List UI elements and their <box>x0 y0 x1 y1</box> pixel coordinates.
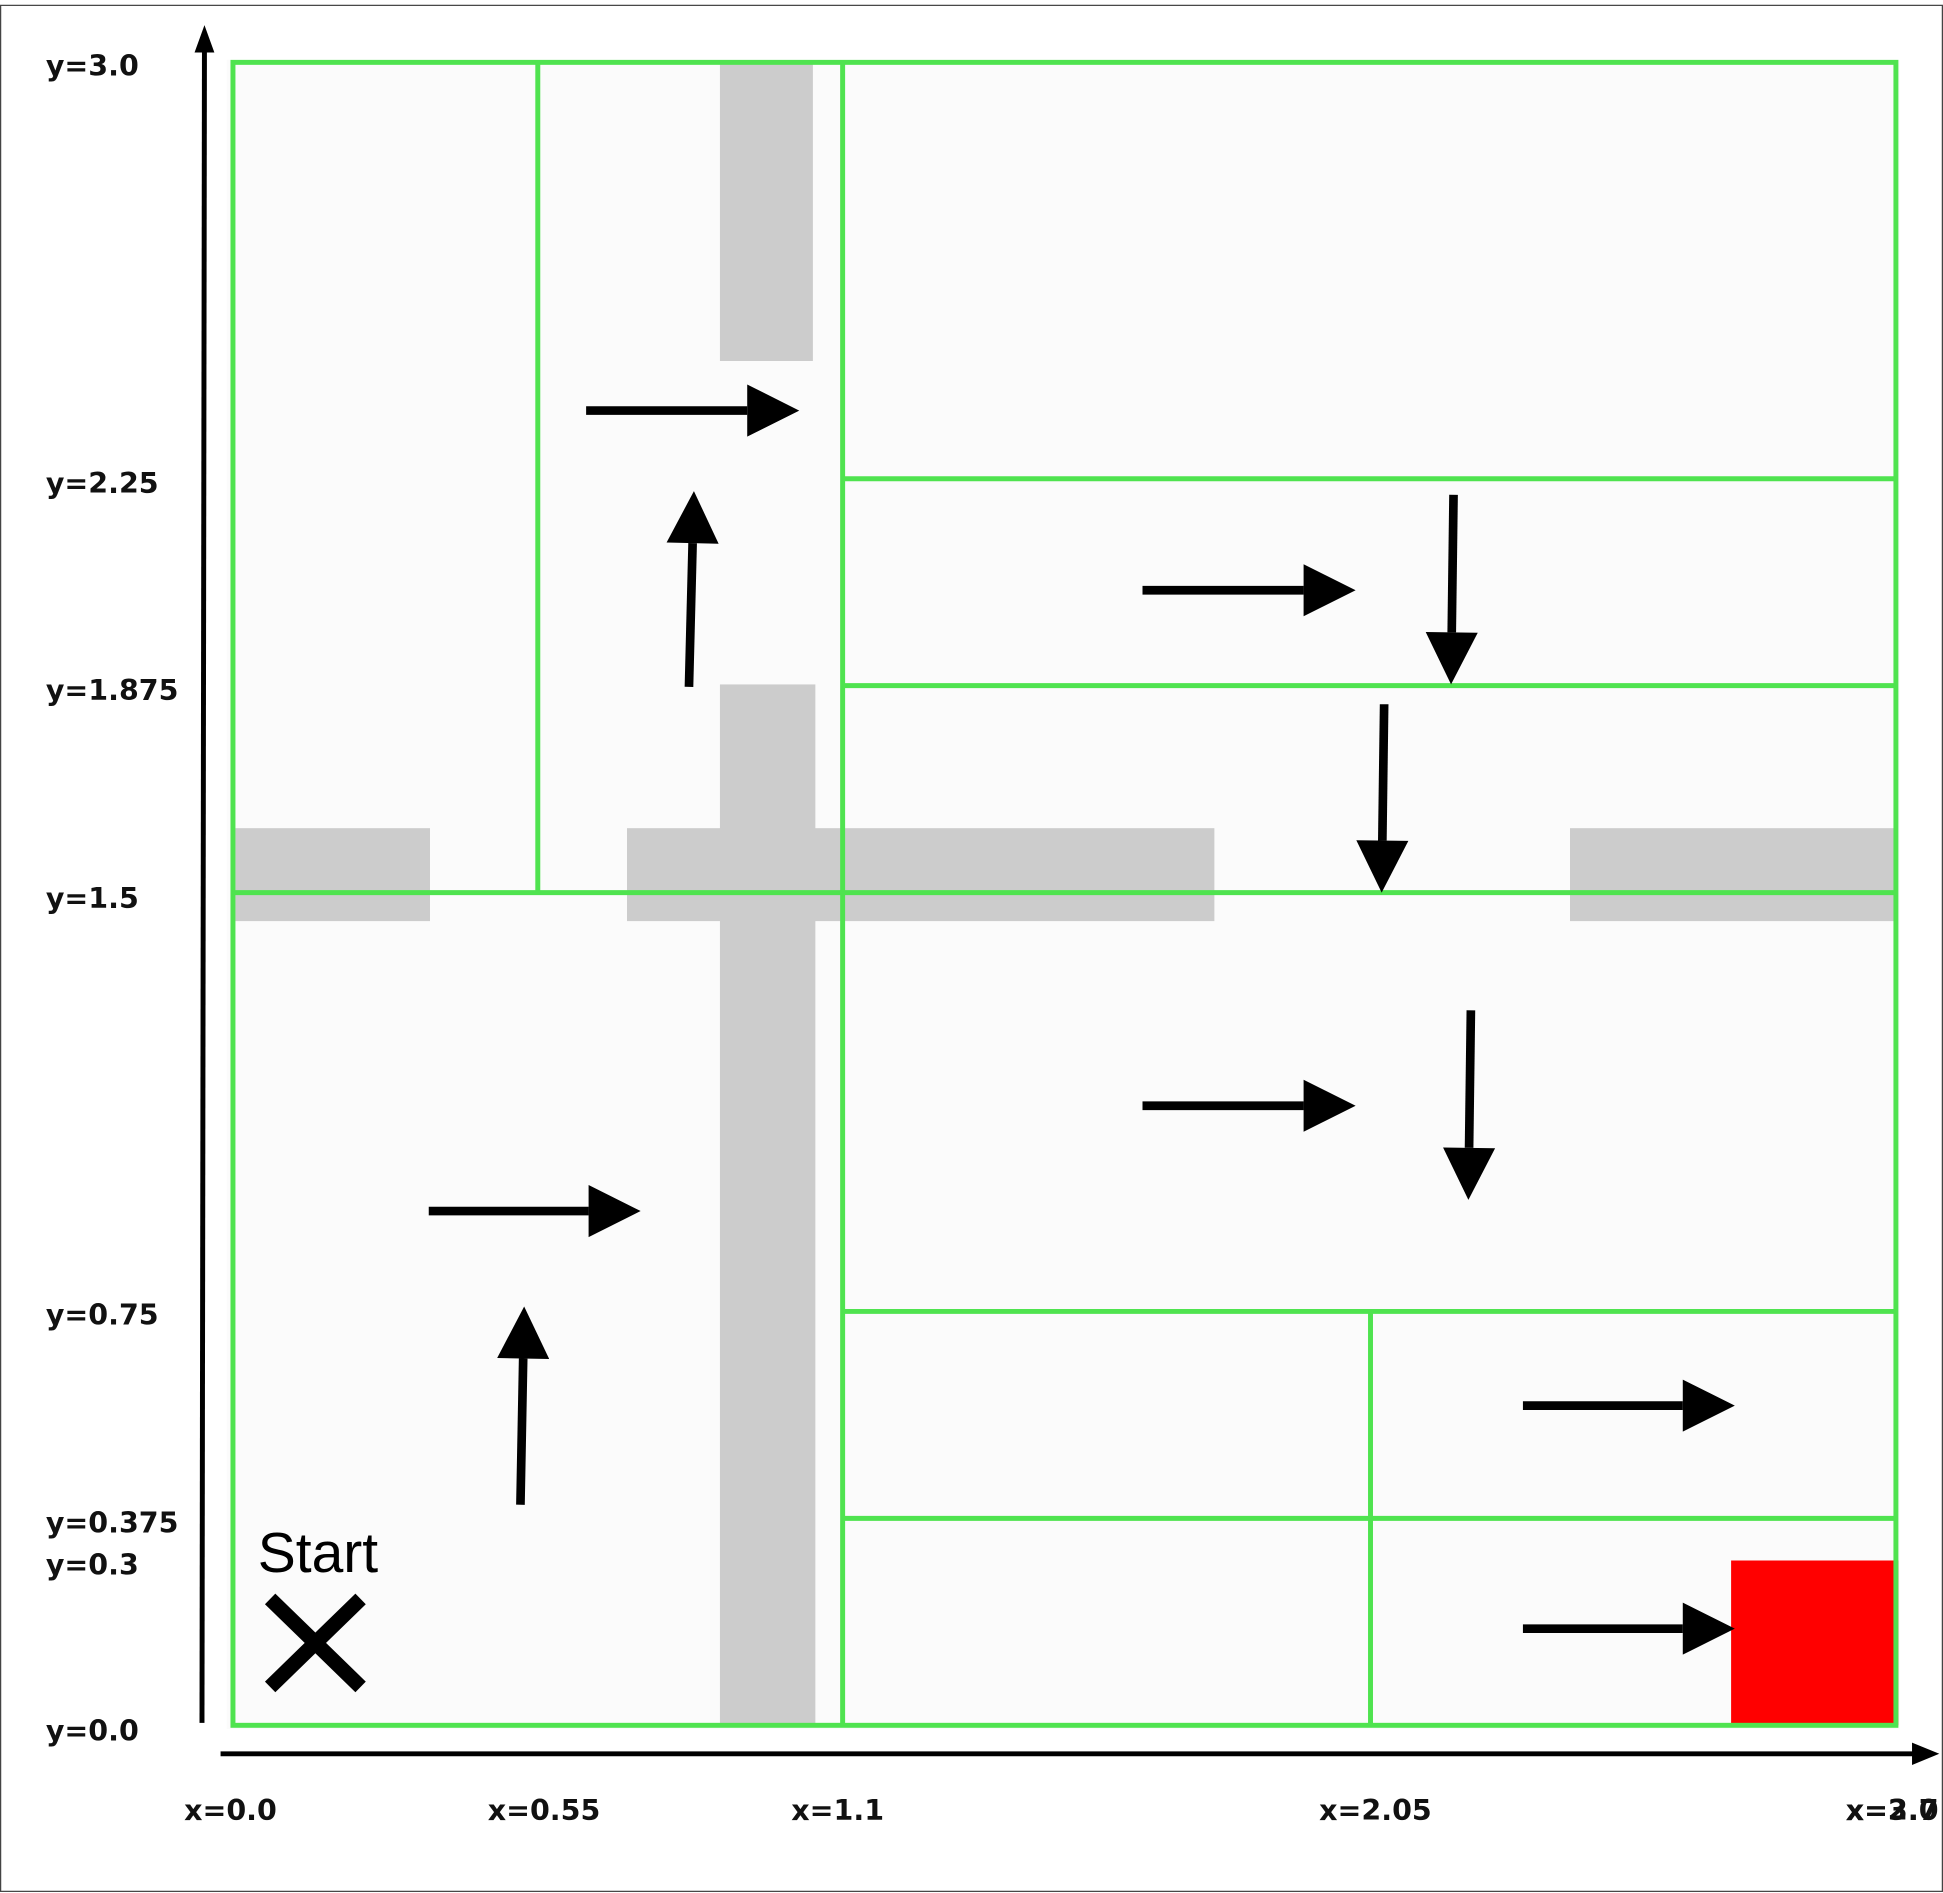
arrow-shaft <box>1447 494 1458 633</box>
y-label: y=3.0 <box>46 49 139 82</box>
start-label: Start <box>258 1521 379 1585</box>
partitions <box>230 59 1899 1728</box>
goal <box>1731 1560 1899 1726</box>
y-label: y=0.0 <box>46 1715 139 1748</box>
y-axis-head <box>194 25 215 53</box>
arrow-shaft <box>1378 704 1389 841</box>
obstacle <box>719 62 813 361</box>
y-label: y=0.75 <box>46 1298 159 1331</box>
axes <box>194 25 1940 1765</box>
y-label: y=0.375 <box>46 1507 179 1540</box>
arrow-head <box>1303 564 1356 617</box>
x-label: x=2.05 <box>1319 1794 1432 1827</box>
y-axis <box>199 37 207 1723</box>
arrow-shaft <box>516 1358 528 1505</box>
x-axis-head <box>1912 1742 1940 1765</box>
y-label: y=0.3 <box>46 1549 139 1582</box>
arrow-head <box>747 384 800 437</box>
y-label: y=1.875 <box>46 674 179 707</box>
arrow-head <box>588 1185 641 1238</box>
start-marker: Start <box>258 1521 379 1693</box>
arrow-head <box>1356 840 1409 893</box>
x-label: x=2.7 <box>1846 1794 1939 1827</box>
arrow-head <box>1443 1147 1496 1200</box>
x-label: x=0.0 <box>184 1794 277 1827</box>
x-label: x=3.0 <box>1846 1794 1939 1827</box>
arrow-head <box>1425 632 1478 685</box>
policy-arrows <box>428 384 1735 1655</box>
obstacle <box>235 828 430 922</box>
x-label: x=0.55 <box>488 1794 601 1827</box>
obstacles <box>235 62 1896 1726</box>
y-label: y=2.25 <box>46 467 159 500</box>
arrow-head <box>1303 1079 1356 1132</box>
y-labels: y=3.0 y=2.25 y=1.875 y=1.5 y=0.75 y=0.37… <box>46 49 179 1747</box>
arrow-head <box>666 491 719 544</box>
obstacle <box>627 828 1215 922</box>
arrow-shaft <box>684 543 697 688</box>
x-labels: x=0.0 x=0.55 x=1.1 x=2.05 x=3.0 x=2.7 <box>184 1794 1938 1827</box>
arrow-head <box>497 1306 550 1359</box>
arrow-head <box>1682 1602 1735 1655</box>
x-label: x=1.1 <box>791 1794 884 1827</box>
start-cross <box>264 1593 366 1693</box>
obstacle <box>1570 828 1896 922</box>
arrow-shaft <box>1464 1010 1476 1148</box>
y-label: y=1.5 <box>46 882 139 915</box>
arrow-head <box>1682 1379 1735 1432</box>
